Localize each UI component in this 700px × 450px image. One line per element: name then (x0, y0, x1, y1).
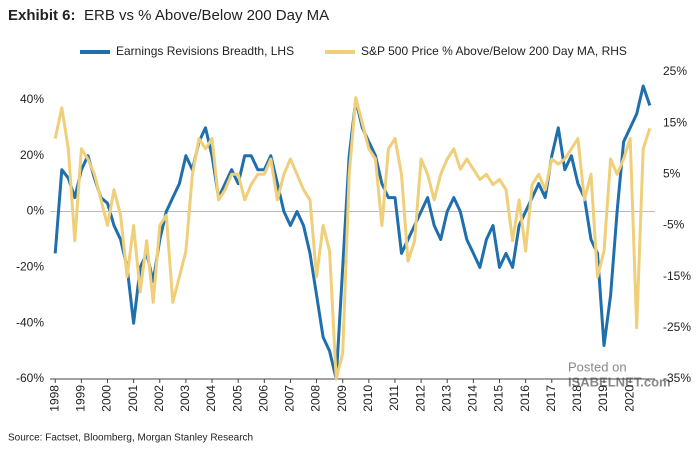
x-tick-label: 2006 (256, 385, 270, 412)
legend-label: S&P 500 Price % Above/Below 200 Day MA, … (361, 44, 627, 58)
watermark: Posted on (568, 359, 627, 374)
x-tick-label: 2000 (100, 385, 114, 412)
x-tick-label: 2013 (439, 385, 453, 412)
x-tick-label: 2012 (413, 385, 427, 412)
x-tick-label: 2003 (178, 385, 192, 412)
y2-tick-label: 5% (663, 167, 681, 181)
x-tick-label: 1998 (47, 385, 61, 412)
y-tick-label: 0% (27, 204, 45, 218)
y-tick-label: -20% (16, 260, 44, 274)
legend-label: Earnings Revisions Breadth, LHS (116, 44, 294, 58)
x-tick-label: 2011 (387, 385, 401, 411)
y2-tick-label: -15% (663, 269, 691, 283)
x-tick-label: 1999 (74, 385, 88, 412)
y2-tick-label: -35% (663, 371, 691, 385)
x-tick-label: 2002 (152, 385, 166, 412)
exhibit-label: Exhibit 6: (8, 7, 76, 24)
y2-tick-label: 25% (663, 64, 687, 78)
y2-tick-label: -25% (663, 320, 691, 334)
x-tick-label: 2017 (544, 385, 558, 412)
x-tick-label: 2004 (204, 385, 218, 412)
x-tick-label: 2007 (283, 385, 297, 412)
x-tick-label: 2009 (335, 385, 349, 412)
y-tick-label: 40% (20, 92, 44, 106)
y-tick-label: 20% (20, 148, 44, 162)
y-tick-label: -60% (16, 371, 44, 385)
watermark: ISABELNET.com (568, 374, 671, 389)
series-line (53, 96, 652, 381)
x-tick-label: 2020 (622, 385, 636, 412)
x-tick-label: 2016 (518, 385, 532, 412)
y-tick-label: -40% (16, 315, 44, 329)
x-tick-label: 2019 (596, 385, 610, 412)
y2-tick-label: -5% (663, 218, 685, 232)
chart-title: ERB vs % Above/Below 200 Day MA (84, 7, 329, 24)
y2-tick-label: 15% (663, 115, 687, 129)
x-tick-label: 2008 (309, 385, 323, 412)
x-tick-label: 2015 (492, 385, 506, 412)
x-tick-label: 2014 (466, 385, 480, 412)
x-tick-label: 2001 (126, 385, 140, 412)
x-tick-label: 2010 (361, 385, 375, 412)
x-tick-label: 2018 (570, 385, 584, 412)
source-note: Source: Factset, Bloomberg, Morgan Stanl… (8, 433, 253, 444)
x-tick-label: 2005 (230, 385, 244, 412)
